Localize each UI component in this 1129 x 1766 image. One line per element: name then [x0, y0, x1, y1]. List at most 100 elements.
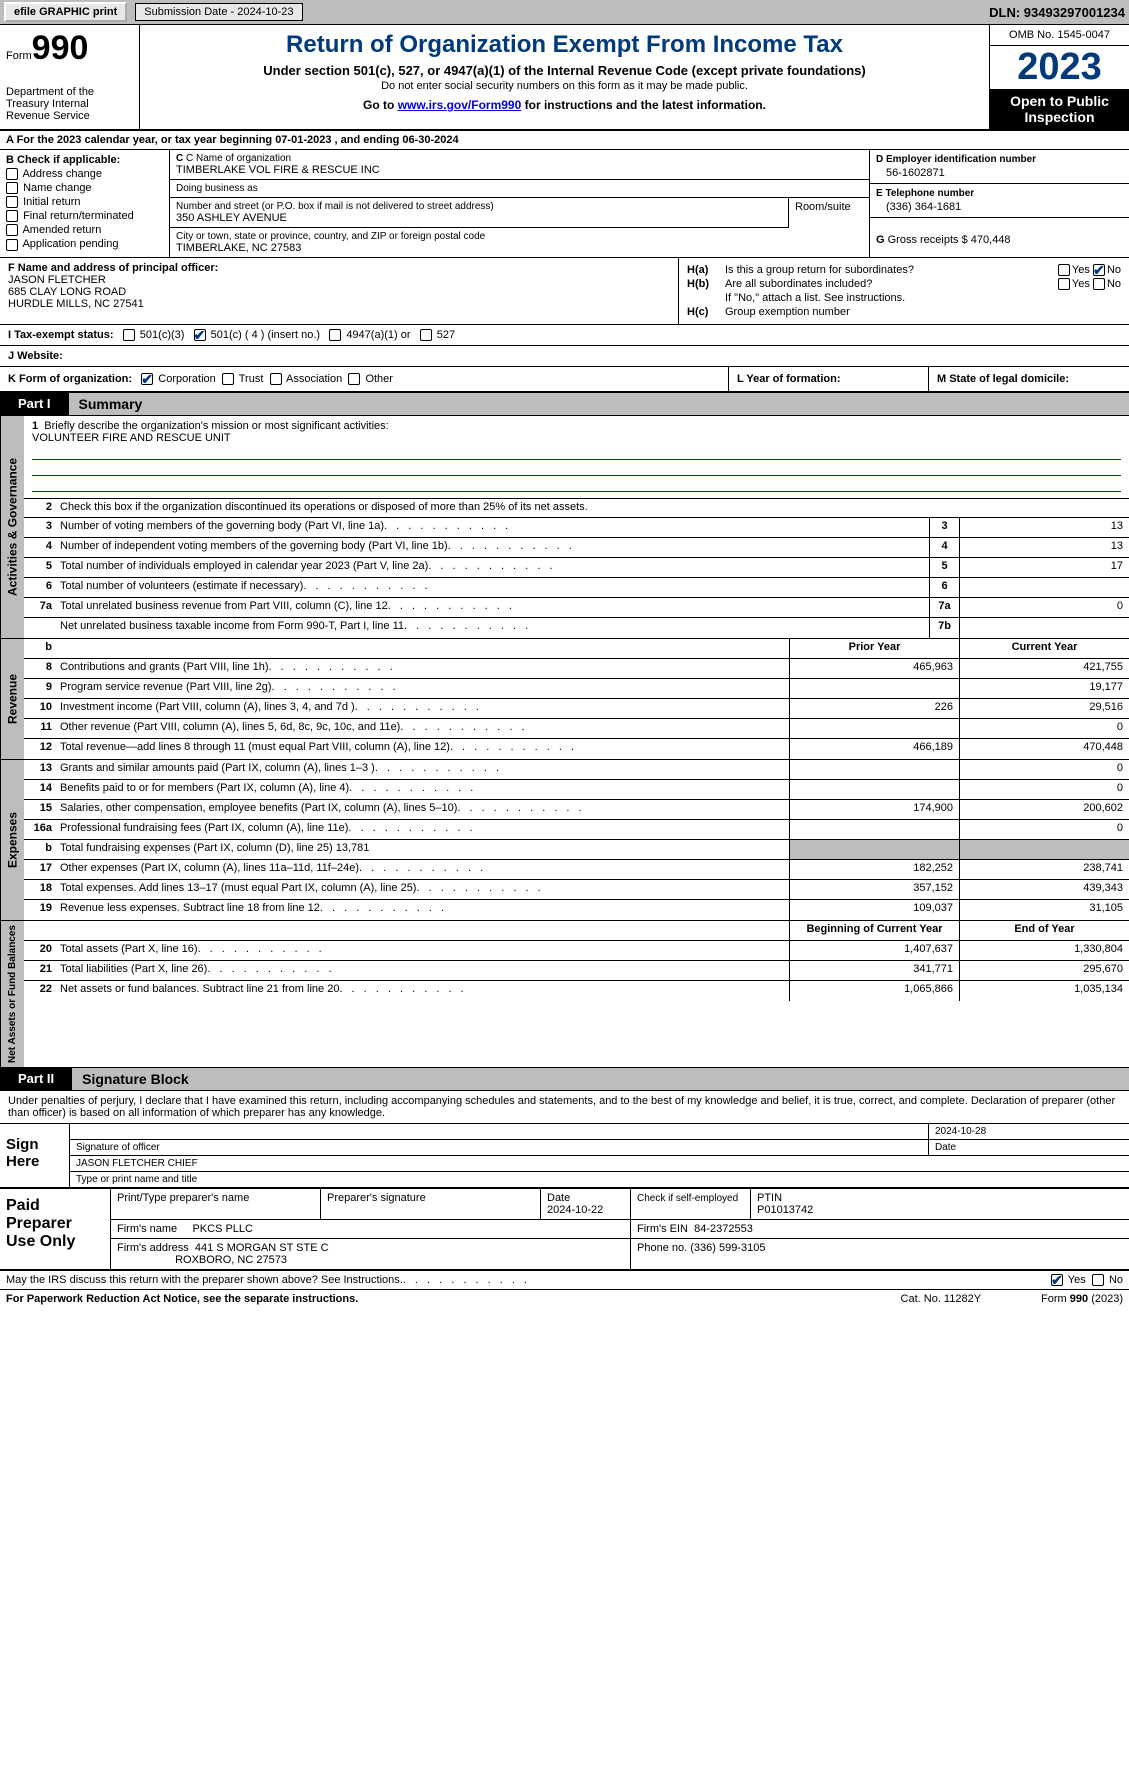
- check-name-change[interactable]: [6, 182, 18, 194]
- mission-text: VOLUNTEER FIRE AND RESCUE UNIT: [32, 432, 231, 444]
- entity-block: B Check if applicable: Address change Na…: [0, 150, 1129, 258]
- table-cell: 13: [959, 538, 1129, 557]
- firm-phone: (336) 599-3105: [690, 1242, 765, 1254]
- table-cell: [959, 618, 1129, 638]
- gross-receipts: 470,448: [971, 234, 1011, 246]
- firm-ein: 84-2372553: [694, 1223, 753, 1235]
- street-address: 350 ASHLEY AVENUE: [176, 212, 782, 224]
- instructions-link[interactable]: www.irs.gov/Form990: [398, 98, 522, 112]
- table-cell: [789, 760, 959, 779]
- h-b-no[interactable]: [1093, 278, 1105, 290]
- check-app-pending[interactable]: [6, 239, 18, 251]
- check-assoc[interactable]: [270, 373, 282, 385]
- prep-date: 2024-10-22: [547, 1204, 603, 1216]
- omb-number: OMB No. 1545-0047: [990, 25, 1129, 46]
- efile-print-button[interactable]: efile GRAPHIC print: [4, 2, 127, 22]
- table-cell: 1,035,134: [959, 981, 1129, 1001]
- check-4947[interactable]: [329, 329, 341, 341]
- h-a-no[interactable]: [1093, 264, 1105, 276]
- check-501c3[interactable]: [123, 329, 135, 341]
- telephone: (336) 364-1681: [876, 201, 1123, 213]
- activities-governance-section: Activities & Governance 1 Briefly descri…: [0, 416, 1129, 639]
- table-cell: 466,189: [789, 739, 959, 759]
- check-527[interactable]: [420, 329, 432, 341]
- dept-label: Department of the Treasury Internal Reve…: [6, 86, 133, 122]
- city-state-zip: TIMBERLAKE, NC 27583: [176, 242, 863, 254]
- box-b: B Check if applicable: Address change Na…: [0, 150, 170, 257]
- table-cell: 1,065,866: [789, 981, 959, 1001]
- form-number: 990: [32, 29, 89, 67]
- table-cell: 109,037: [789, 900, 959, 920]
- table-cell: [789, 719, 959, 738]
- officer-name: JASON FLETCHER: [8, 274, 670, 286]
- sig-date: 2024-10-28: [929, 1124, 1129, 1139]
- check-initial-return[interactable]: [6, 196, 18, 208]
- box-f-h: F Name and address of principal officer:…: [0, 258, 1129, 325]
- firm-addr1: 441 S MORGAN ST STE C: [195, 1242, 329, 1254]
- table-cell: 0: [959, 760, 1129, 779]
- check-trust[interactable]: [222, 373, 234, 385]
- page-footer: For Paperwork Reduction Act Notice, see …: [0, 1290, 1129, 1308]
- discuss-no[interactable]: [1092, 1274, 1104, 1286]
- submission-date-badge: Submission Date - 2024-10-23: [135, 3, 302, 21]
- check-amended[interactable]: [6, 224, 18, 236]
- table-cell: 174,900: [789, 800, 959, 819]
- table-cell: [789, 780, 959, 799]
- table-cell: 1,330,804: [959, 941, 1129, 960]
- table-cell: 1,407,637: [789, 941, 959, 960]
- table-cell: 0: [959, 598, 1129, 617]
- h-a-yes[interactable]: [1058, 264, 1070, 276]
- sign-here-block: Sign Here 2024-10-28 Signature of office…: [0, 1124, 1129, 1189]
- table-cell: 470,448: [959, 739, 1129, 759]
- subtitle-1: Under section 501(c), 527, or 4947(a)(1)…: [148, 63, 981, 78]
- check-final-return[interactable]: [6, 210, 18, 222]
- firm-name: PKCS PLLC: [192, 1223, 253, 1235]
- netassets-section: Net Assets or Fund Balances Beginning of…: [0, 921, 1129, 1068]
- box-j: J Website:: [0, 346, 1129, 367]
- officer-addr2: HURDLE MILLS, NC 27541: [8, 298, 670, 310]
- box-d-e-g: D Employer identification number56-16028…: [869, 150, 1129, 257]
- table-cell: 0: [959, 780, 1129, 799]
- box-c: C C Name of organizationTIMBERLAKE VOL F…: [170, 150, 869, 257]
- discuss-yes[interactable]: [1051, 1274, 1063, 1286]
- paid-preparer-block: Paid Preparer Use Only Print/Type prepar…: [0, 1189, 1129, 1271]
- table-cell: 0: [959, 719, 1129, 738]
- subtitle-2: Do not enter social security numbers on …: [148, 80, 981, 92]
- table-cell: 200,602: [959, 800, 1129, 819]
- check-address-change[interactable]: [6, 168, 18, 180]
- check-501c[interactable]: [194, 329, 206, 341]
- form-header: Form990 Department of the Treasury Inter…: [0, 25, 1129, 131]
- table-cell: 439,343: [959, 880, 1129, 899]
- check-other[interactable]: [348, 373, 360, 385]
- h-b-yes[interactable]: [1058, 278, 1070, 290]
- officer-addr1: 685 CLAY LONG ROAD: [8, 286, 670, 298]
- table-cell: 295,670: [959, 961, 1129, 980]
- part2-header: Part II Signature Block: [0, 1068, 1129, 1091]
- org-name: TIMBERLAKE VOL FIRE & RESCUE INC: [176, 164, 863, 176]
- revenue-section: Revenue bPrior YearCurrent Year 8Contrib…: [0, 639, 1129, 760]
- table-cell: 182,252: [789, 860, 959, 879]
- top-toolbar: efile GRAPHIC print Submission Date - 20…: [0, 0, 1129, 25]
- part1-header: Part I Summary: [0, 393, 1129, 416]
- firm-addr2: ROXBORO, NC 27573: [175, 1254, 287, 1266]
- table-cell: [959, 578, 1129, 597]
- check-corp[interactable]: [141, 373, 153, 385]
- open-public-badge: Open to Public Inspection: [990, 89, 1129, 129]
- table-cell: 357,152: [789, 880, 959, 899]
- table-cell: 19,177: [959, 679, 1129, 698]
- box-k-l-m: K Form of organization: Corporation Trus…: [0, 367, 1129, 393]
- officer-name-title: JASON FLETCHER CHIEF: [70, 1156, 1129, 1171]
- discuss-row: May the IRS discuss this return with the…: [0, 1271, 1129, 1290]
- table-cell: 341,771: [789, 961, 959, 980]
- table-cell: 17: [959, 558, 1129, 577]
- tax-year: 2023: [990, 46, 1129, 89]
- form-label: Form: [6, 50, 32, 62]
- ein: 56-1602871: [876, 167, 1123, 179]
- ptin: P01013742: [757, 1204, 813, 1216]
- signature-declaration: Under penalties of perjury, I declare th…: [0, 1091, 1129, 1124]
- instructions-link-row: Go to www.irs.gov/Form990 for instructio…: [148, 98, 981, 112]
- table-cell: 421,755: [959, 659, 1129, 678]
- line-a: A For the 2023 calendar year, or tax yea…: [0, 131, 1129, 150]
- table-cell: [789, 679, 959, 698]
- table-cell: 238,741: [959, 860, 1129, 879]
